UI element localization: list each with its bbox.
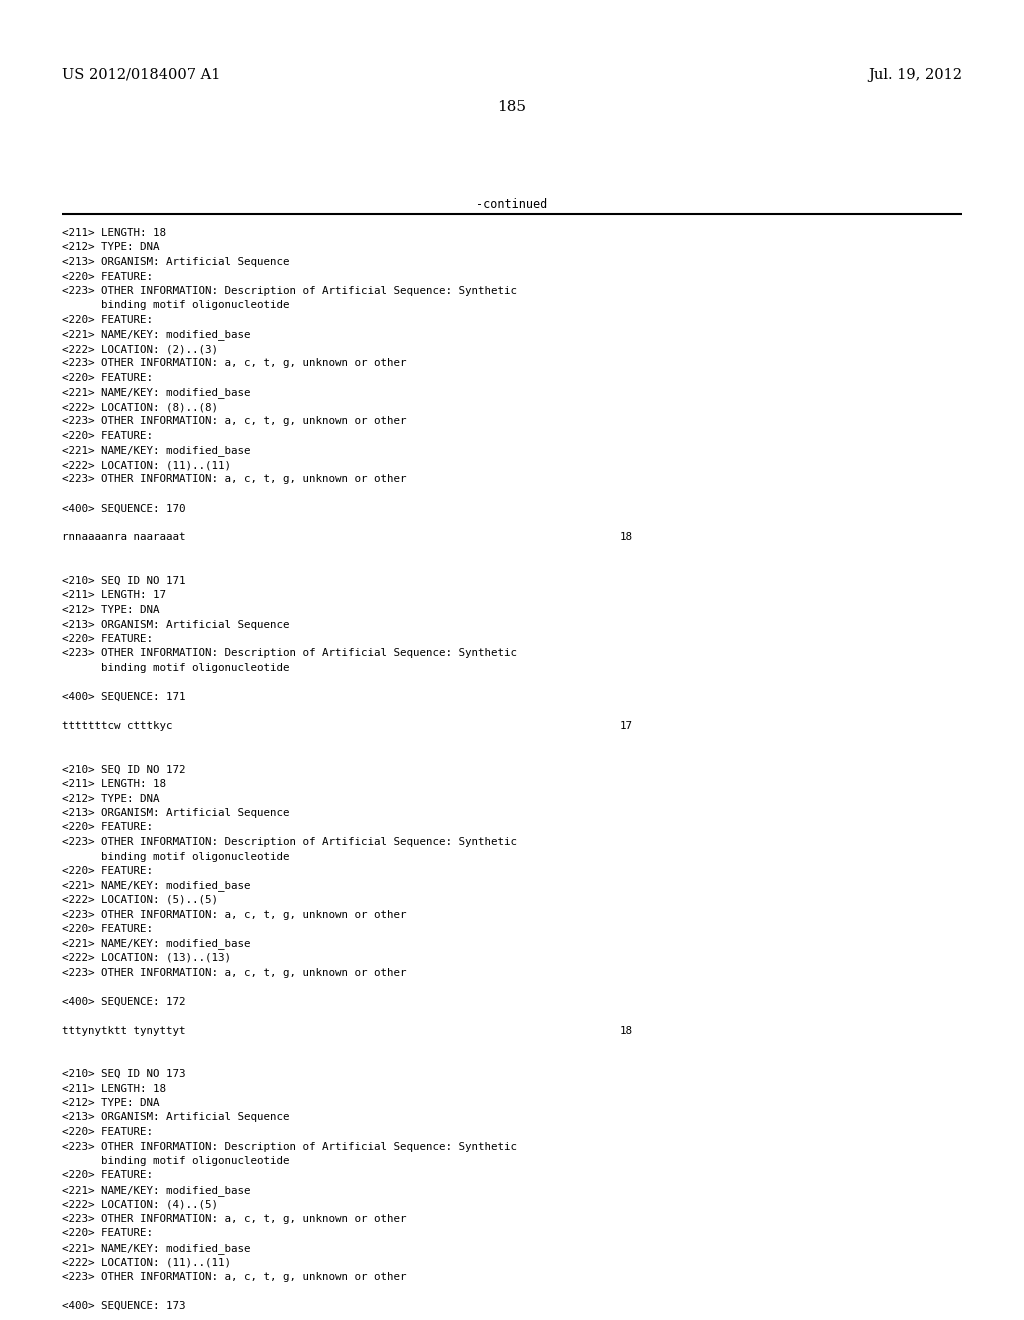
- Text: <223> OTHER INFORMATION: a, c, t, g, unknown or other: <223> OTHER INFORMATION: a, c, t, g, unk…: [62, 909, 407, 920]
- Text: <211> LENGTH: 18: <211> LENGTH: 18: [62, 779, 166, 789]
- Text: <220> FEATURE:: <220> FEATURE:: [62, 272, 153, 281]
- Text: <220> FEATURE:: <220> FEATURE:: [62, 1171, 153, 1180]
- Text: <222> LOCATION: (11)..(11): <222> LOCATION: (11)..(11): [62, 1258, 231, 1267]
- Text: <222> LOCATION: (8)..(8): <222> LOCATION: (8)..(8): [62, 403, 218, 412]
- Text: <223> OTHER INFORMATION: a, c, t, g, unknown or other: <223> OTHER INFORMATION: a, c, t, g, unk…: [62, 474, 407, 484]
- Text: <221> NAME/KEY: modified_base: <221> NAME/KEY: modified_base: [62, 1185, 251, 1196]
- Text: <220> FEATURE:: <220> FEATURE:: [62, 374, 153, 383]
- Text: <221> NAME/KEY: modified_base: <221> NAME/KEY: modified_base: [62, 939, 251, 949]
- Text: <211> LENGTH: 18: <211> LENGTH: 18: [62, 228, 166, 238]
- Text: <222> LOCATION: (13)..(13): <222> LOCATION: (13)..(13): [62, 953, 231, 964]
- Text: <211> LENGTH: 17: <211> LENGTH: 17: [62, 590, 166, 601]
- Text: 17: 17: [620, 721, 633, 731]
- Text: binding motif oligonucleotide: binding motif oligonucleotide: [62, 663, 290, 673]
- Text: <223> OTHER INFORMATION: a, c, t, g, unknown or other: <223> OTHER INFORMATION: a, c, t, g, unk…: [62, 1214, 407, 1224]
- Text: <220> FEATURE:: <220> FEATURE:: [62, 924, 153, 935]
- Text: <210> SEQ ID NO 172: <210> SEQ ID NO 172: [62, 764, 185, 775]
- Text: <223> OTHER INFORMATION: a, c, t, g, unknown or other: <223> OTHER INFORMATION: a, c, t, g, unk…: [62, 1272, 407, 1282]
- Text: <221> NAME/KEY: modified_base: <221> NAME/KEY: modified_base: [62, 880, 251, 891]
- Text: <400> SEQUENCE: 172: <400> SEQUENCE: 172: [62, 997, 185, 1006]
- Text: binding motif oligonucleotide: binding motif oligonucleotide: [62, 1156, 290, 1166]
- Text: <221> NAME/KEY: modified_base: <221> NAME/KEY: modified_base: [62, 330, 251, 341]
- Text: <212> TYPE: DNA: <212> TYPE: DNA: [62, 793, 160, 804]
- Text: <222> LOCATION: (5)..(5): <222> LOCATION: (5)..(5): [62, 895, 218, 906]
- Text: <213> ORGANISM: Artificial Sequence: <213> ORGANISM: Artificial Sequence: [62, 1113, 290, 1122]
- Text: <223> OTHER INFORMATION: Description of Artificial Sequence: Synthetic: <223> OTHER INFORMATION: Description of …: [62, 837, 517, 847]
- Text: binding motif oligonucleotide: binding motif oligonucleotide: [62, 851, 290, 862]
- Text: 185: 185: [498, 100, 526, 114]
- Text: <212> TYPE: DNA: <212> TYPE: DNA: [62, 1098, 160, 1107]
- Text: rnnaaaanra naaraaat: rnnaaaanra naaraaat: [62, 532, 185, 543]
- Text: -continued: -continued: [476, 198, 548, 211]
- Text: <400> SEQUENCE: 173: <400> SEQUENCE: 173: [62, 1302, 185, 1311]
- Text: <220> FEATURE:: <220> FEATURE:: [62, 866, 153, 876]
- Text: <211> LENGTH: 18: <211> LENGTH: 18: [62, 1084, 166, 1093]
- Text: tttynytktt tynyttyt: tttynytktt tynyttyt: [62, 1026, 185, 1035]
- Text: <220> FEATURE:: <220> FEATURE:: [62, 1229, 153, 1238]
- Text: 18: 18: [620, 532, 633, 543]
- Text: <221> NAME/KEY: modified_base: <221> NAME/KEY: modified_base: [62, 388, 251, 399]
- Text: tttttttcw ctttkyc: tttttttcw ctttkyc: [62, 721, 172, 731]
- Text: binding motif oligonucleotide: binding motif oligonucleotide: [62, 301, 290, 310]
- Text: <210> SEQ ID NO 171: <210> SEQ ID NO 171: [62, 576, 185, 586]
- Text: <222> LOCATION: (4)..(5): <222> LOCATION: (4)..(5): [62, 1200, 218, 1209]
- Text: <220> FEATURE:: <220> FEATURE:: [62, 634, 153, 644]
- Text: <400> SEQUENCE: 170: <400> SEQUENCE: 170: [62, 503, 185, 513]
- Text: <400> SEQUENCE: 171: <400> SEQUENCE: 171: [62, 692, 185, 702]
- Text: <222> LOCATION: (11)..(11): <222> LOCATION: (11)..(11): [62, 459, 231, 470]
- Text: <221> NAME/KEY: modified_base: <221> NAME/KEY: modified_base: [62, 1243, 251, 1254]
- Text: <223> OTHER INFORMATION: a, c, t, g, unknown or other: <223> OTHER INFORMATION: a, c, t, g, unk…: [62, 417, 407, 426]
- Text: <213> ORGANISM: Artificial Sequence: <213> ORGANISM: Artificial Sequence: [62, 808, 290, 818]
- Text: <222> LOCATION: (2)..(3): <222> LOCATION: (2)..(3): [62, 345, 218, 354]
- Text: <223> OTHER INFORMATION: Description of Artificial Sequence: Synthetic: <223> OTHER INFORMATION: Description of …: [62, 286, 517, 296]
- Text: <221> NAME/KEY: modified_base: <221> NAME/KEY: modified_base: [62, 446, 251, 457]
- Text: <213> ORGANISM: Artificial Sequence: <213> ORGANISM: Artificial Sequence: [62, 619, 290, 630]
- Text: Jul. 19, 2012: Jul. 19, 2012: [868, 69, 962, 82]
- Text: <220> FEATURE:: <220> FEATURE:: [62, 432, 153, 441]
- Text: <212> TYPE: DNA: <212> TYPE: DNA: [62, 605, 160, 615]
- Text: <213> ORGANISM: Artificial Sequence: <213> ORGANISM: Artificial Sequence: [62, 257, 290, 267]
- Text: <223> OTHER INFORMATION: Description of Artificial Sequence: Synthetic: <223> OTHER INFORMATION: Description of …: [62, 1142, 517, 1151]
- Text: <220> FEATURE:: <220> FEATURE:: [62, 315, 153, 325]
- Text: 18: 18: [620, 1026, 633, 1035]
- Text: <223> OTHER INFORMATION: a, c, t, g, unknown or other: <223> OTHER INFORMATION: a, c, t, g, unk…: [62, 968, 407, 978]
- Text: <223> OTHER INFORMATION: a, c, t, g, unknown or other: <223> OTHER INFORMATION: a, c, t, g, unk…: [62, 359, 407, 368]
- Text: <220> FEATURE:: <220> FEATURE:: [62, 822, 153, 833]
- Text: <212> TYPE: DNA: <212> TYPE: DNA: [62, 243, 160, 252]
- Text: <220> FEATURE:: <220> FEATURE:: [62, 1127, 153, 1137]
- Text: <223> OTHER INFORMATION: Description of Artificial Sequence: Synthetic: <223> OTHER INFORMATION: Description of …: [62, 648, 517, 659]
- Text: US 2012/0184007 A1: US 2012/0184007 A1: [62, 69, 220, 82]
- Text: <210> SEQ ID NO 173: <210> SEQ ID NO 173: [62, 1069, 185, 1078]
